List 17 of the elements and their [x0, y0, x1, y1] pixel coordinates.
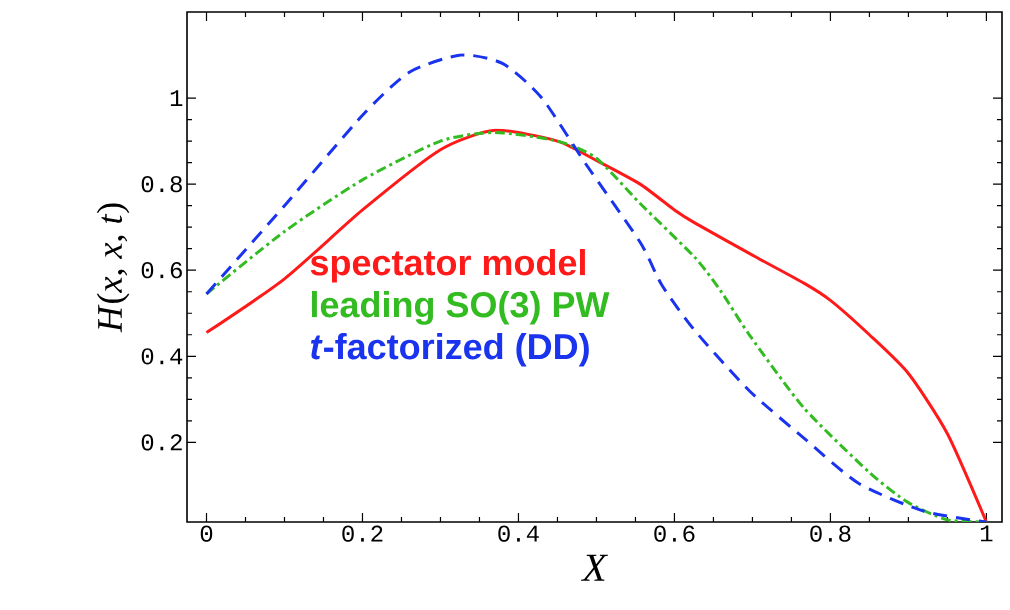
y-tick-label: 0.6	[141, 262, 182, 279]
y-tick-label: 0.4	[141, 348, 183, 365]
series-label: leading SO(3) PW	[311, 291, 610, 325]
line-series	[205, 53, 988, 522]
x-tick-label: 0.6	[654, 525, 695, 542]
x-tick-label: 1	[980, 525, 993, 542]
y-axis-title: H(x, x, t)	[96, 203, 130, 333]
x-axis-title: X	[580, 554, 609, 581]
y-tick-label: 0.8	[141, 176, 182, 193]
x-tick-label: 0.4	[498, 525, 539, 542]
x-tick-label: 0	[200, 525, 213, 542]
y-tick-label: 0.2	[141, 434, 182, 451]
x-tick-label: 0.8	[810, 525, 851, 542]
text: t-factorized (DD)	[310, 333, 589, 367]
y-tick-label: 1	[170, 90, 183, 106]
series-label: spectator model	[310, 249, 585, 283]
x-tick-label: 0.2	[342, 525, 383, 542]
